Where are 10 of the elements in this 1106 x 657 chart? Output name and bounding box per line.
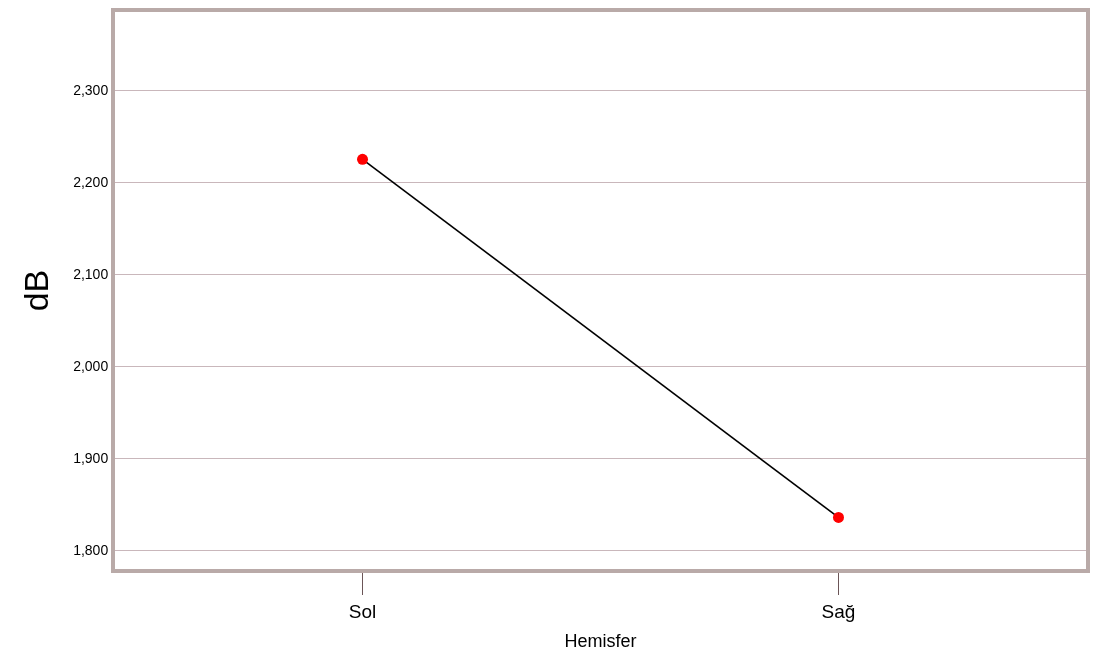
y-tick-label: 2,300 [73, 82, 109, 99]
x-tick-label: Sol [348, 600, 377, 622]
y-tick-label: 2,200 [73, 174, 109, 191]
x-axis-title: Hemisfer [564, 631, 637, 652]
y-tick-label: 2,100 [73, 266, 109, 283]
y-tick-label: 1,800 [73, 542, 109, 559]
y-tick-label: 1,900 [73, 450, 109, 467]
y-axis-title: dB [17, 269, 56, 312]
x-tick-label: Sağ [821, 600, 856, 622]
y-tick-label: 2,000 [73, 358, 109, 375]
